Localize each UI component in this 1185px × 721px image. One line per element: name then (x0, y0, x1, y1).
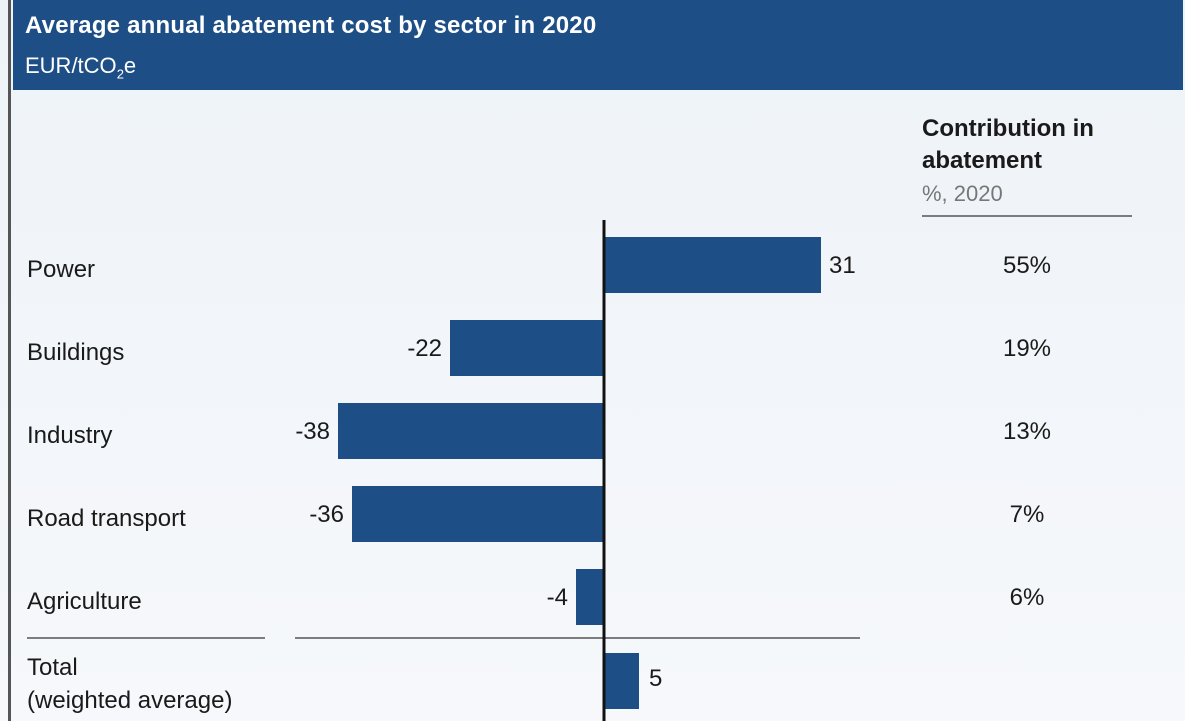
total-label-line1: Total (27, 654, 78, 681)
contribution-power: 55% (1003, 252, 1051, 279)
contribution-subheading: %, 2020 (922, 181, 1003, 206)
value-label-total: 5 (649, 665, 662, 692)
contribution-road-transport: 7% (1010, 501, 1045, 528)
category-label-power: Power (27, 256, 95, 283)
category-label-industry: Industry (27, 422, 112, 449)
bar-buildings (450, 320, 604, 376)
total-label-line2: (weighted average) (27, 687, 232, 714)
value-label-agriculture: -4 (547, 584, 568, 611)
bar-industry (338, 403, 604, 459)
value-label-road-transport: -36 (309, 501, 344, 528)
bar-total (604, 653, 639, 709)
contribution-buildings: 19% (1003, 335, 1051, 362)
bar-road-transport (352, 486, 604, 542)
contribution-heading-1: Contribution in (922, 115, 1094, 142)
contribution-agriculture: 6% (1010, 584, 1045, 611)
contribution-industry: 13% (1003, 418, 1051, 445)
value-label-buildings: -22 (407, 335, 442, 362)
contribution-heading-2: abatement (922, 147, 1042, 174)
bar-agriculture (576, 569, 604, 625)
category-label-agriculture: Agriculture (27, 588, 142, 615)
category-label-buildings: Buildings (27, 339, 124, 366)
value-label-power: 31 (829, 252, 856, 279)
bar-power (604, 237, 821, 293)
value-label-industry: -38 (295, 418, 330, 445)
category-label-road-transport: Road transport (27, 505, 186, 532)
